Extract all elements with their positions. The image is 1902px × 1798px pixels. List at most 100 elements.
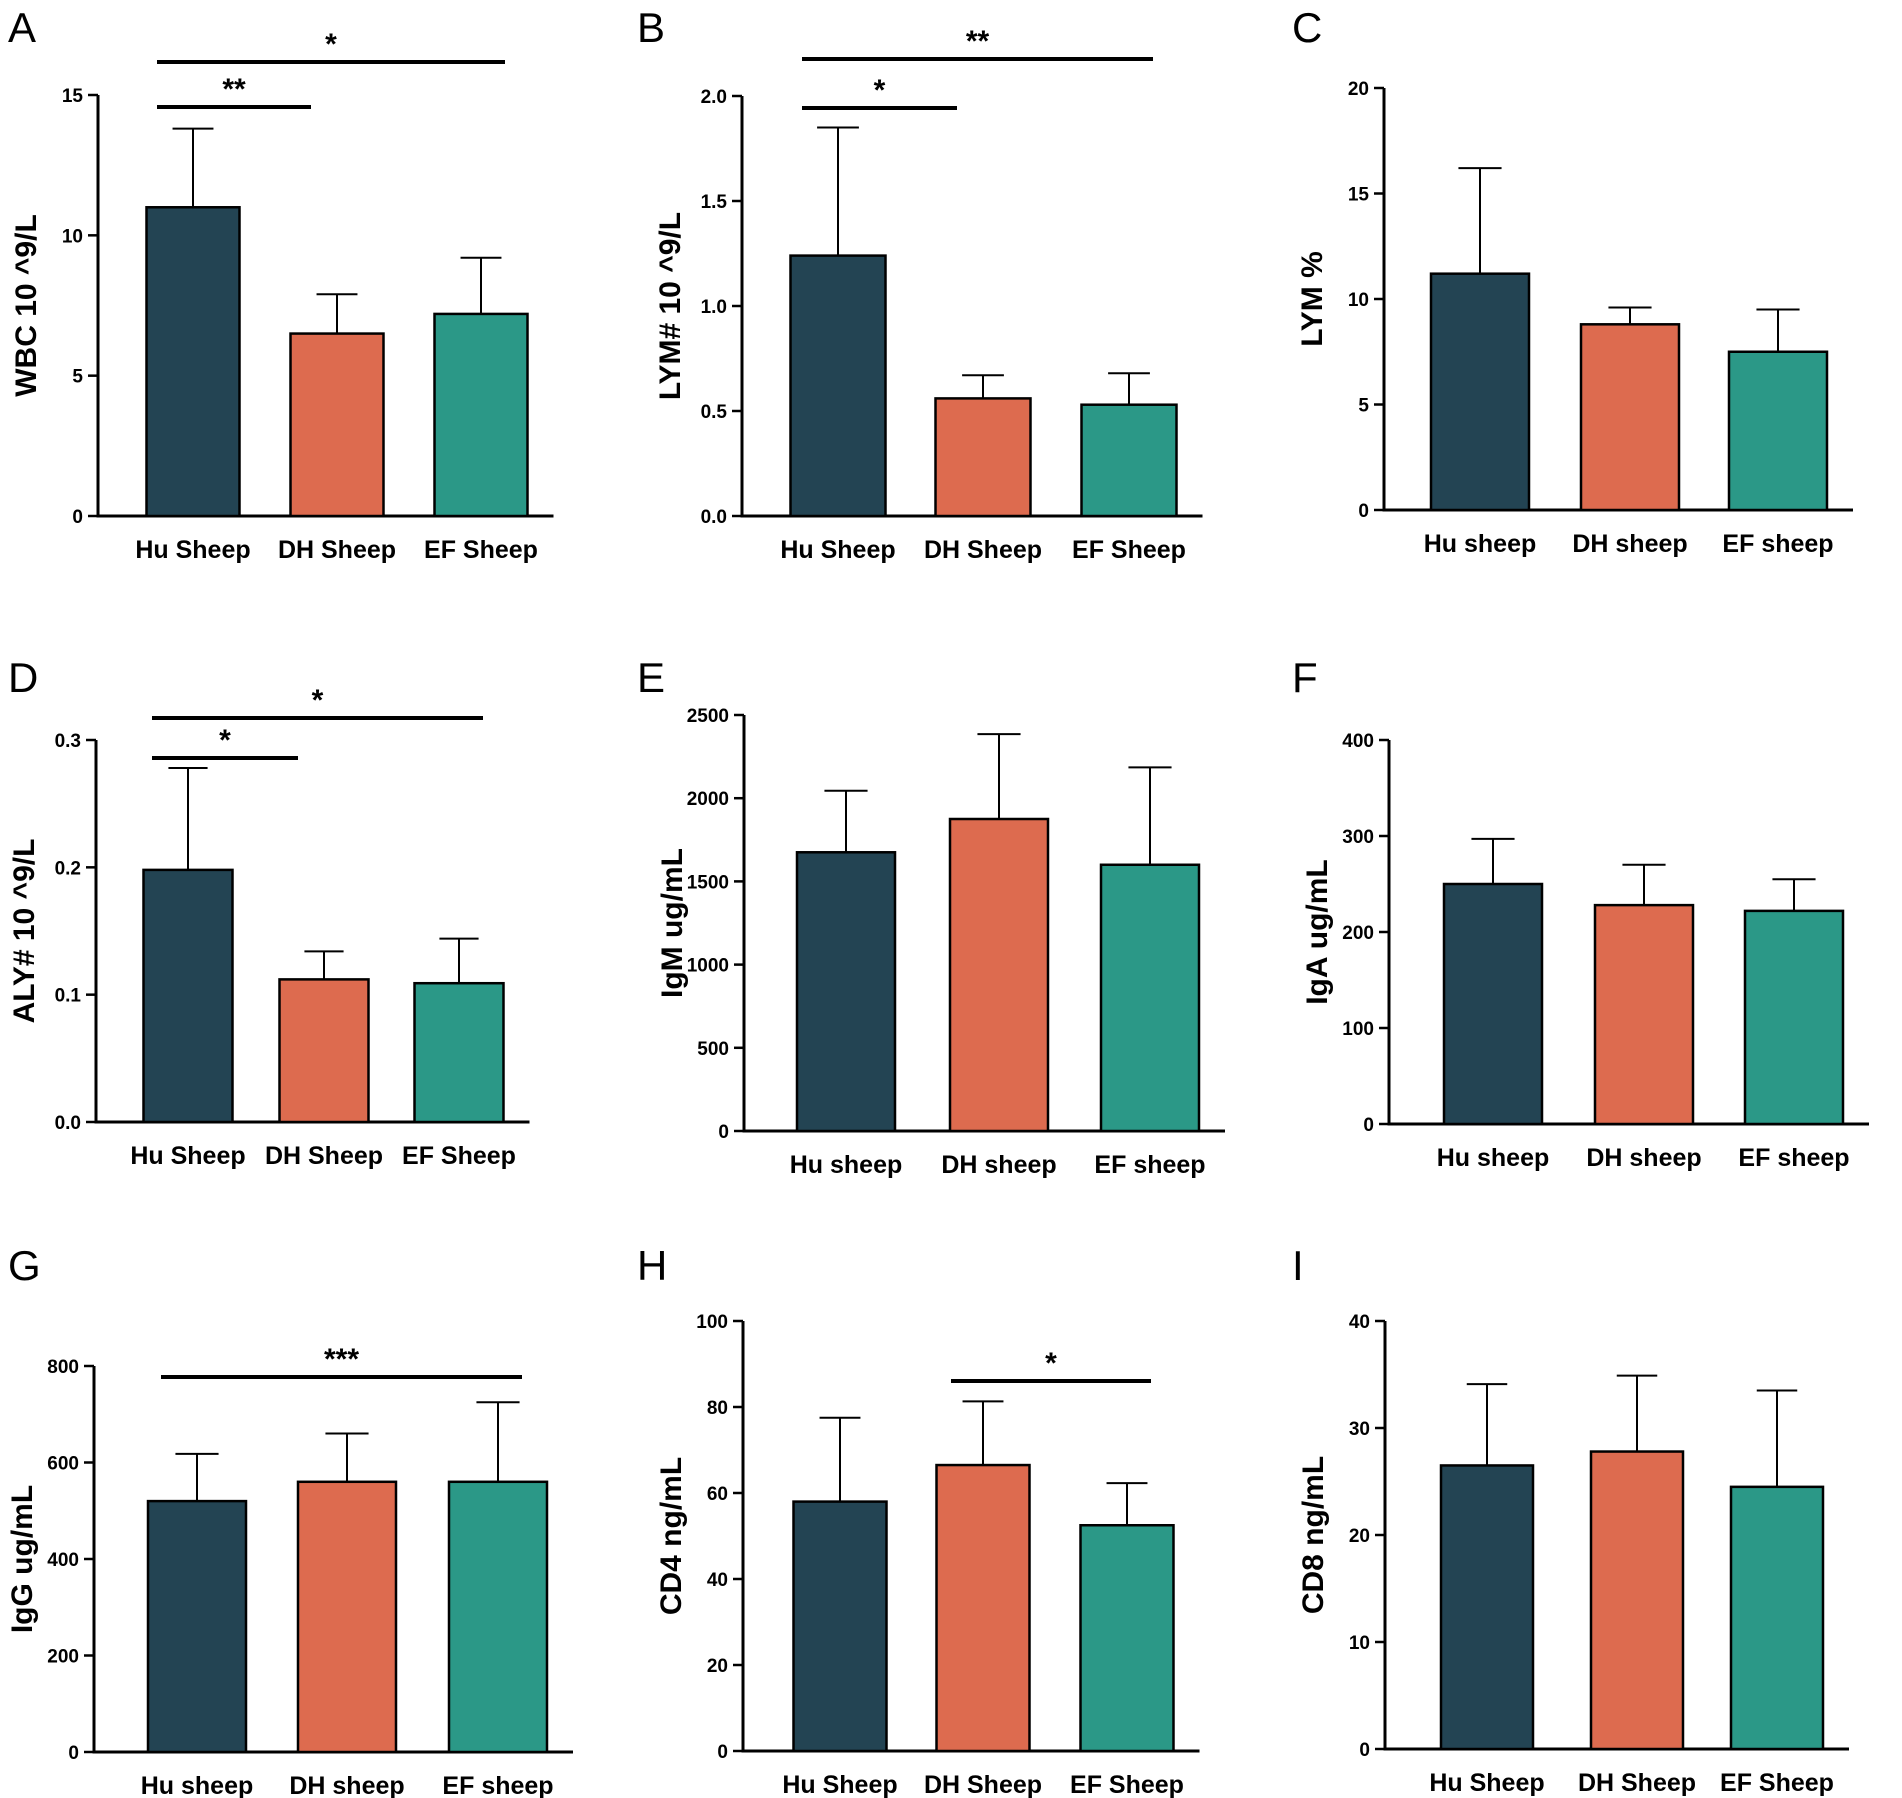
y-axis-label: LYM# 10 ^9/L xyxy=(654,212,687,400)
y-tick-label: 500 xyxy=(697,1039,729,1060)
bar-hu xyxy=(789,254,887,518)
category-label: Hu Sheep xyxy=(1429,1769,1544,1797)
panel-letter: B xyxy=(637,4,665,51)
category-label: Hu Sheep xyxy=(782,1771,897,1798)
y-tick-label: 0 xyxy=(718,1122,729,1143)
bar-ef xyxy=(413,981,505,1124)
y-axis-label: CD8 ng/mL xyxy=(1297,1456,1330,1614)
bar-ef xyxy=(433,312,529,518)
bar-dh xyxy=(934,397,1032,518)
panel-letter: E xyxy=(637,654,665,701)
category-label: Hu sheep xyxy=(141,1772,254,1798)
y-tick-label: 0 xyxy=(717,1742,728,1763)
category-label: EF Sheep xyxy=(1070,1771,1184,1798)
panel-letter: H xyxy=(637,1242,667,1289)
category-label: EF sheep xyxy=(1094,1151,1205,1179)
y-tick-label: 0.2 xyxy=(55,858,81,879)
significance-label: * xyxy=(874,74,886,107)
panel-i: I 0 10 20 30 40 CD8 ng/mL Hu Sheep DH Sheep EF Sh… xyxy=(1292,1242,1849,1797)
panel-letter: I xyxy=(1292,1242,1304,1289)
bar-ef xyxy=(1727,350,1829,512)
significance-label: *** xyxy=(324,1343,359,1376)
category-label: Hu sheep xyxy=(790,1151,903,1179)
category-label: EF Sheep xyxy=(402,1142,516,1170)
bar-hu xyxy=(1439,1464,1535,1751)
y-tick-label: 1.5 xyxy=(701,192,728,213)
bar-dh xyxy=(935,1463,1031,1753)
y-axis-label: ALY# 10 ^9/L xyxy=(8,839,41,1024)
category-label: DH Sheep xyxy=(924,1771,1042,1798)
bar-ef xyxy=(1743,909,1845,1126)
y-tick-label: 30 xyxy=(1349,1419,1370,1440)
category-label: EF Sheep xyxy=(1720,1769,1834,1797)
category-label: EF sheep xyxy=(1738,1144,1849,1172)
y-tick-label: 0.5 xyxy=(701,402,728,423)
y-tick-label: 0 xyxy=(1359,1740,1370,1761)
category-label: EF Sheep xyxy=(424,536,538,564)
y-tick-label: 15 xyxy=(62,86,84,107)
bar-dh xyxy=(289,332,385,518)
y-tick-label: 0.0 xyxy=(701,507,727,528)
category-label: Hu sheep xyxy=(1424,530,1537,558)
y-tick-label: 20 xyxy=(1348,79,1369,100)
y-tick-label: 200 xyxy=(47,1647,79,1668)
panel-d: D 0.0 0.1 0.2 0.3 ALY# 10 ^9/L Hu Sheep DH Shee… xyxy=(8,654,530,1170)
significance-label: * xyxy=(1045,1347,1057,1380)
significance-label: * xyxy=(219,724,231,757)
category-label: EF sheep xyxy=(442,1772,553,1798)
significance-label: ** xyxy=(966,25,990,58)
y-axis-label: CD4 ng/mL xyxy=(655,1457,688,1615)
significance-label: ** xyxy=(222,73,246,106)
bar-ef xyxy=(1079,1524,1175,1753)
bar-hu xyxy=(145,206,241,518)
y-tick-label: 400 xyxy=(47,1550,79,1571)
y-tick-label: 10 xyxy=(1348,290,1369,311)
y-tick-label: 100 xyxy=(696,1312,728,1333)
panel-letter: A xyxy=(8,4,36,51)
bar-hu xyxy=(1429,272,1531,512)
category-label: DH Sheep xyxy=(924,536,1042,564)
bar-dh xyxy=(1593,903,1695,1126)
y-tick-label: 10 xyxy=(1349,1633,1370,1654)
y-tick-label: 80 xyxy=(707,1398,728,1419)
y-tick-label: 300 xyxy=(1342,827,1374,848)
y-tick-label: 0 xyxy=(1363,1115,1374,1136)
y-tick-label: 400 xyxy=(1342,731,1374,752)
bar-ef xyxy=(1099,863,1201,1133)
y-tick-label: 40 xyxy=(707,1570,728,1591)
panel-letter: D xyxy=(8,654,38,701)
y-axis-label: IgM ug/mL xyxy=(656,848,689,998)
y-tick-label: 20 xyxy=(1349,1526,1370,1547)
bar-ef xyxy=(1080,403,1178,518)
y-axis-label: IgA ug/mL xyxy=(1301,859,1334,1005)
y-tick-label: 1.0 xyxy=(701,297,727,318)
y-tick-label: 5 xyxy=(72,367,83,388)
panel-f: F 0 100 200 300 400 IgA ug/mL Hu sheep DH sheep E… xyxy=(1292,654,1869,1172)
panel-b: B 0.0 0.5 1.0 1.5 2.0 LYM# 10 ^9/L Hu Sheep DH S… xyxy=(637,4,1203,564)
y-tick-label: 0.3 xyxy=(55,731,81,752)
category-label: EF Sheep xyxy=(1072,536,1186,564)
panel-a: A 0 5 10 15 WBC 10 ^9/L Hu Sheep DH Sheep EF She… xyxy=(8,4,554,564)
y-tick-label: 1500 xyxy=(687,872,729,893)
category-label: DH sheep xyxy=(1586,1144,1701,1172)
panel-c: C 0 5 10 15 20 LYM % Hu sheep DH sheep EF sheep xyxy=(1292,4,1853,558)
bar-dh xyxy=(278,978,370,1124)
y-tick-label: 20 xyxy=(707,1656,728,1677)
bar-hu xyxy=(1442,882,1544,1126)
category-label: Hu Sheep xyxy=(135,536,250,564)
y-tick-label: 1000 xyxy=(687,956,729,977)
y-tick-label: 2.0 xyxy=(701,87,727,108)
category-label: DH Sheep xyxy=(265,1142,383,1170)
y-tick-label: 60 xyxy=(707,1484,728,1505)
category-label: EF sheep xyxy=(1722,530,1833,558)
panel-letter: C xyxy=(1292,4,1322,51)
y-tick-label: 0 xyxy=(68,1743,79,1764)
category-label: DH sheep xyxy=(941,1151,1056,1179)
y-tick-label: 200 xyxy=(1342,923,1374,944)
bar-hu xyxy=(792,1500,888,1753)
category-label: DH Sheep xyxy=(278,536,396,564)
y-tick-label: 5 xyxy=(1358,396,1369,417)
bar-dh xyxy=(948,817,1050,1133)
y-tick-label: 2500 xyxy=(687,706,729,727)
